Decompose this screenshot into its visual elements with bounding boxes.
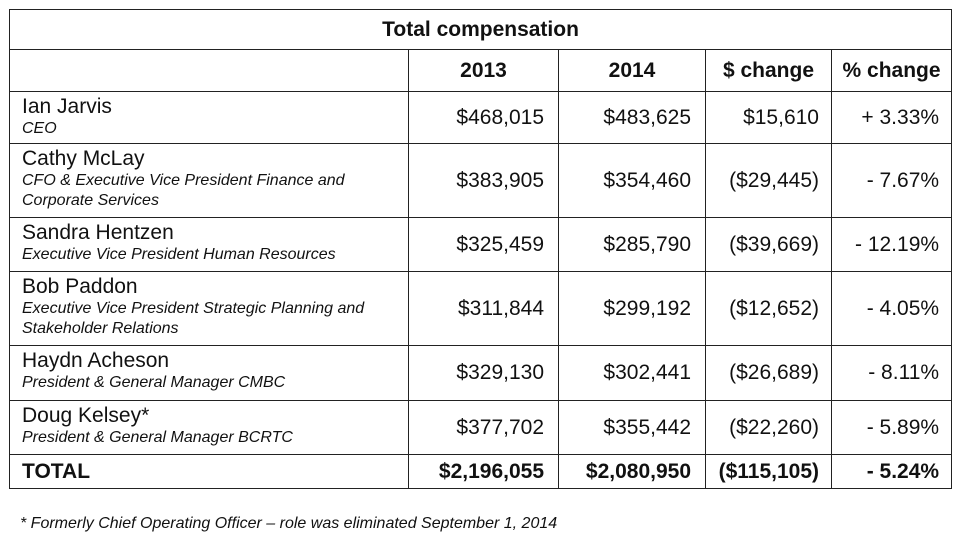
value-dollar-change: ($29,445)	[705, 143, 832, 218]
table-title: Total compensation	[8, 9, 953, 50]
value-percent-change: - 12.19%	[830, 217, 953, 272]
value-2014: $299,192	[558, 271, 706, 346]
total-dollar-change: ($115,105)	[705, 454, 832, 489]
compensation-table: Total compensation 2013 2014 $ change % …	[8, 9, 953, 489]
header-2013: 2013	[408, 49, 559, 92]
total-2013: $2,196,055	[408, 454, 559, 489]
title-row: Total compensation	[8, 9, 953, 50]
value-2014: $483,625	[558, 91, 706, 144]
table-row: Haydn Acheson President & General Manage…	[9, 345, 953, 401]
header-percent-change: % change	[830, 49, 953, 92]
total-percent-change: - 5.24%	[830, 454, 953, 489]
person-role: President & General Manager BCRTC	[22, 429, 293, 446]
person-name: Bob Paddon	[22, 275, 138, 298]
person-name: Cathy McLay	[22, 147, 145, 170]
value-2014: $355,442	[558, 400, 706, 455]
person-role: Executive Vice President Human Resources	[22, 246, 336, 263]
person-role: CEO	[22, 120, 57, 137]
table-row: Doug Kelsey* President & General Manager…	[9, 400, 953, 455]
name-cell: Haydn Acheson President & General Manage…	[9, 345, 409, 401]
value-dollar-change: ($39,669)	[705, 217, 832, 272]
value-2013: $311,844	[408, 271, 559, 346]
value-dollar-change: ($22,260)	[705, 400, 832, 455]
table-row: Ian Jarvis CEO $468,015 $483,625 $15,610…	[9, 91, 953, 144]
footnote: * Formerly Chief Operating Officer – rol…	[20, 515, 558, 532]
header-name	[9, 49, 409, 92]
person-role: Executive Vice President Strategic Plann…	[22, 300, 365, 337]
value-2013: $468,015	[408, 91, 559, 144]
table-row: Cathy McLay CFO & Executive Vice Preside…	[9, 143, 953, 218]
person-role: President & General Manager CMBC	[22, 374, 286, 391]
value-2014: $302,441	[558, 345, 706, 401]
value-percent-change: - 8.11%	[830, 345, 953, 401]
total-row: TOTAL $2,196,055 $2,080,950 ($115,105) -…	[9, 454, 953, 489]
value-2013: $325,459	[408, 217, 559, 272]
value-2013: $329,130	[408, 345, 559, 401]
name-cell: Cathy McLay CFO & Executive Vice Preside…	[9, 143, 409, 218]
name-cell: Bob Paddon Executive Vice President Stra…	[9, 271, 409, 346]
table-row: Sandra Hentzen Executive Vice President …	[9, 217, 953, 272]
header-dollar-change: $ change	[705, 49, 832, 92]
value-percent-change: - 5.89%	[830, 400, 953, 455]
value-dollar-change: ($26,689)	[705, 345, 832, 401]
value-percent-change: - 7.67%	[830, 143, 953, 218]
name-cell: Ian Jarvis CEO	[9, 91, 409, 144]
name-cell: Doug Kelsey* President & General Manager…	[9, 400, 409, 455]
person-role: CFO & Executive Vice President Finance a…	[22, 172, 345, 209]
value-2014: $354,460	[558, 143, 706, 218]
name-cell: Sandra Hentzen Executive Vice President …	[9, 217, 409, 272]
value-percent-change: + 3.33%	[830, 91, 953, 144]
value-2013: $377,702	[408, 400, 559, 455]
value-2013: $383,905	[408, 143, 559, 218]
person-name: Haydn Acheson	[22, 349, 170, 372]
value-2014: $285,790	[558, 217, 706, 272]
person-name: Ian Jarvis	[22, 95, 112, 118]
header-row: 2013 2014 $ change % change	[9, 49, 953, 92]
person-name: Doug Kelsey*	[22, 404, 150, 427]
total-2014: $2,080,950	[558, 454, 706, 489]
person-name: Sandra Hentzen	[22, 221, 174, 244]
table-row: Bob Paddon Executive Vice President Stra…	[9, 271, 953, 346]
value-dollar-change: $15,610	[705, 91, 832, 144]
total-label: TOTAL	[9, 454, 409, 489]
header-2014: 2014	[558, 49, 706, 92]
value-percent-change: - 4.05%	[830, 271, 953, 346]
value-dollar-change: ($12,652)	[705, 271, 832, 346]
